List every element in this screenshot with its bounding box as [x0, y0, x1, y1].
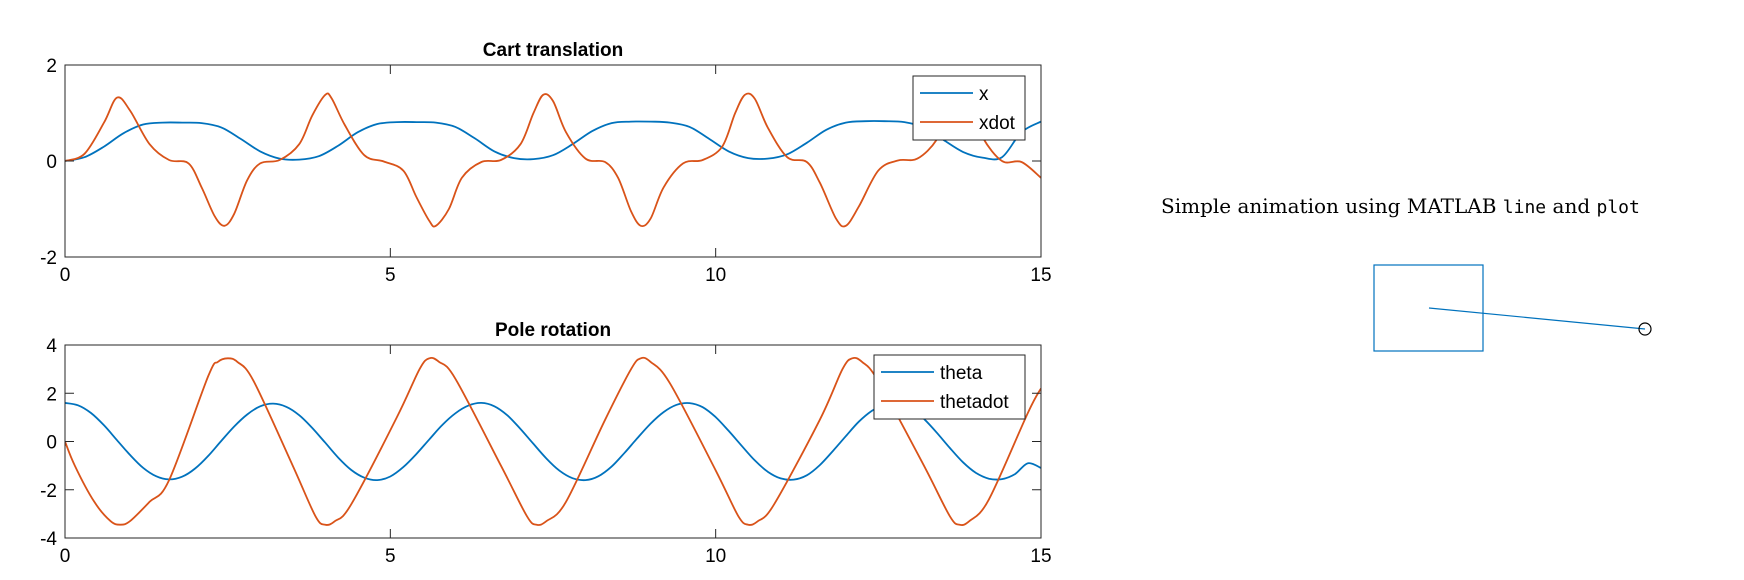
- caption-code-line: line: [1503, 197, 1546, 218]
- cart-box: [1373, 264, 1484, 352]
- x-tick-label: 0: [60, 265, 71, 286]
- legend-box: [912, 75, 1026, 141]
- caption-code-plot: plot: [1596, 197, 1639, 218]
- animation-caption: Simple animation using MATLAB line and p…: [1161, 194, 1640, 218]
- y-tick-label: 2: [46, 56, 57, 77]
- series-line-thetadot: [65, 356, 1041, 526]
- y-tick-label: 4: [46, 336, 57, 357]
- x-tick-label: 15: [1030, 546, 1051, 567]
- x-tick-label: 5: [385, 265, 396, 286]
- caption-part-1: Simple animation using MATLAB: [1161, 194, 1503, 218]
- series-line-x: [65, 120, 1041, 162]
- animation-panel: Simple animation using MATLAB line and p…: [1161, 194, 1652, 352]
- y-tick-label: -2: [40, 248, 57, 269]
- legend-box: [873, 354, 1026, 420]
- y-tick-label: 0: [46, 433, 57, 454]
- series-line-xdot: [65, 92, 1041, 228]
- x-tick-label: 0: [60, 546, 71, 567]
- x-tick-label: 10: [705, 546, 726, 567]
- y-tick-label: -2: [40, 481, 57, 502]
- pole-line: [1428, 307, 1646, 330]
- chart-title: Pole rotation: [495, 320, 611, 341]
- x-tick-label: 10: [705, 265, 726, 286]
- pole-tip-marker: [1638, 322, 1652, 336]
- legend-label: xdot: [979, 113, 1016, 134]
- y-tick-label: -4: [40, 529, 57, 550]
- caption-part-2: and: [1546, 194, 1596, 218]
- chart-title: Cart translation: [483, 40, 623, 61]
- x-tick-label: 15: [1030, 265, 1051, 286]
- legend-label: theta: [940, 363, 983, 384]
- x-tick-label: 5: [385, 546, 396, 567]
- legend: x xdot: [912, 75, 1026, 141]
- y-tick-label: 2: [46, 384, 57, 405]
- y-tick-label: 0: [46, 152, 57, 173]
- legend: theta thetadot: [873, 354, 1026, 420]
- pole-rotation-plot: Pole rotation 0 5 10 15 -4 -2 0 2 4 theta thetadot: [40, 320, 1051, 567]
- legend-label: x: [979, 84, 989, 105]
- legend-label: thetadot: [940, 392, 1009, 413]
